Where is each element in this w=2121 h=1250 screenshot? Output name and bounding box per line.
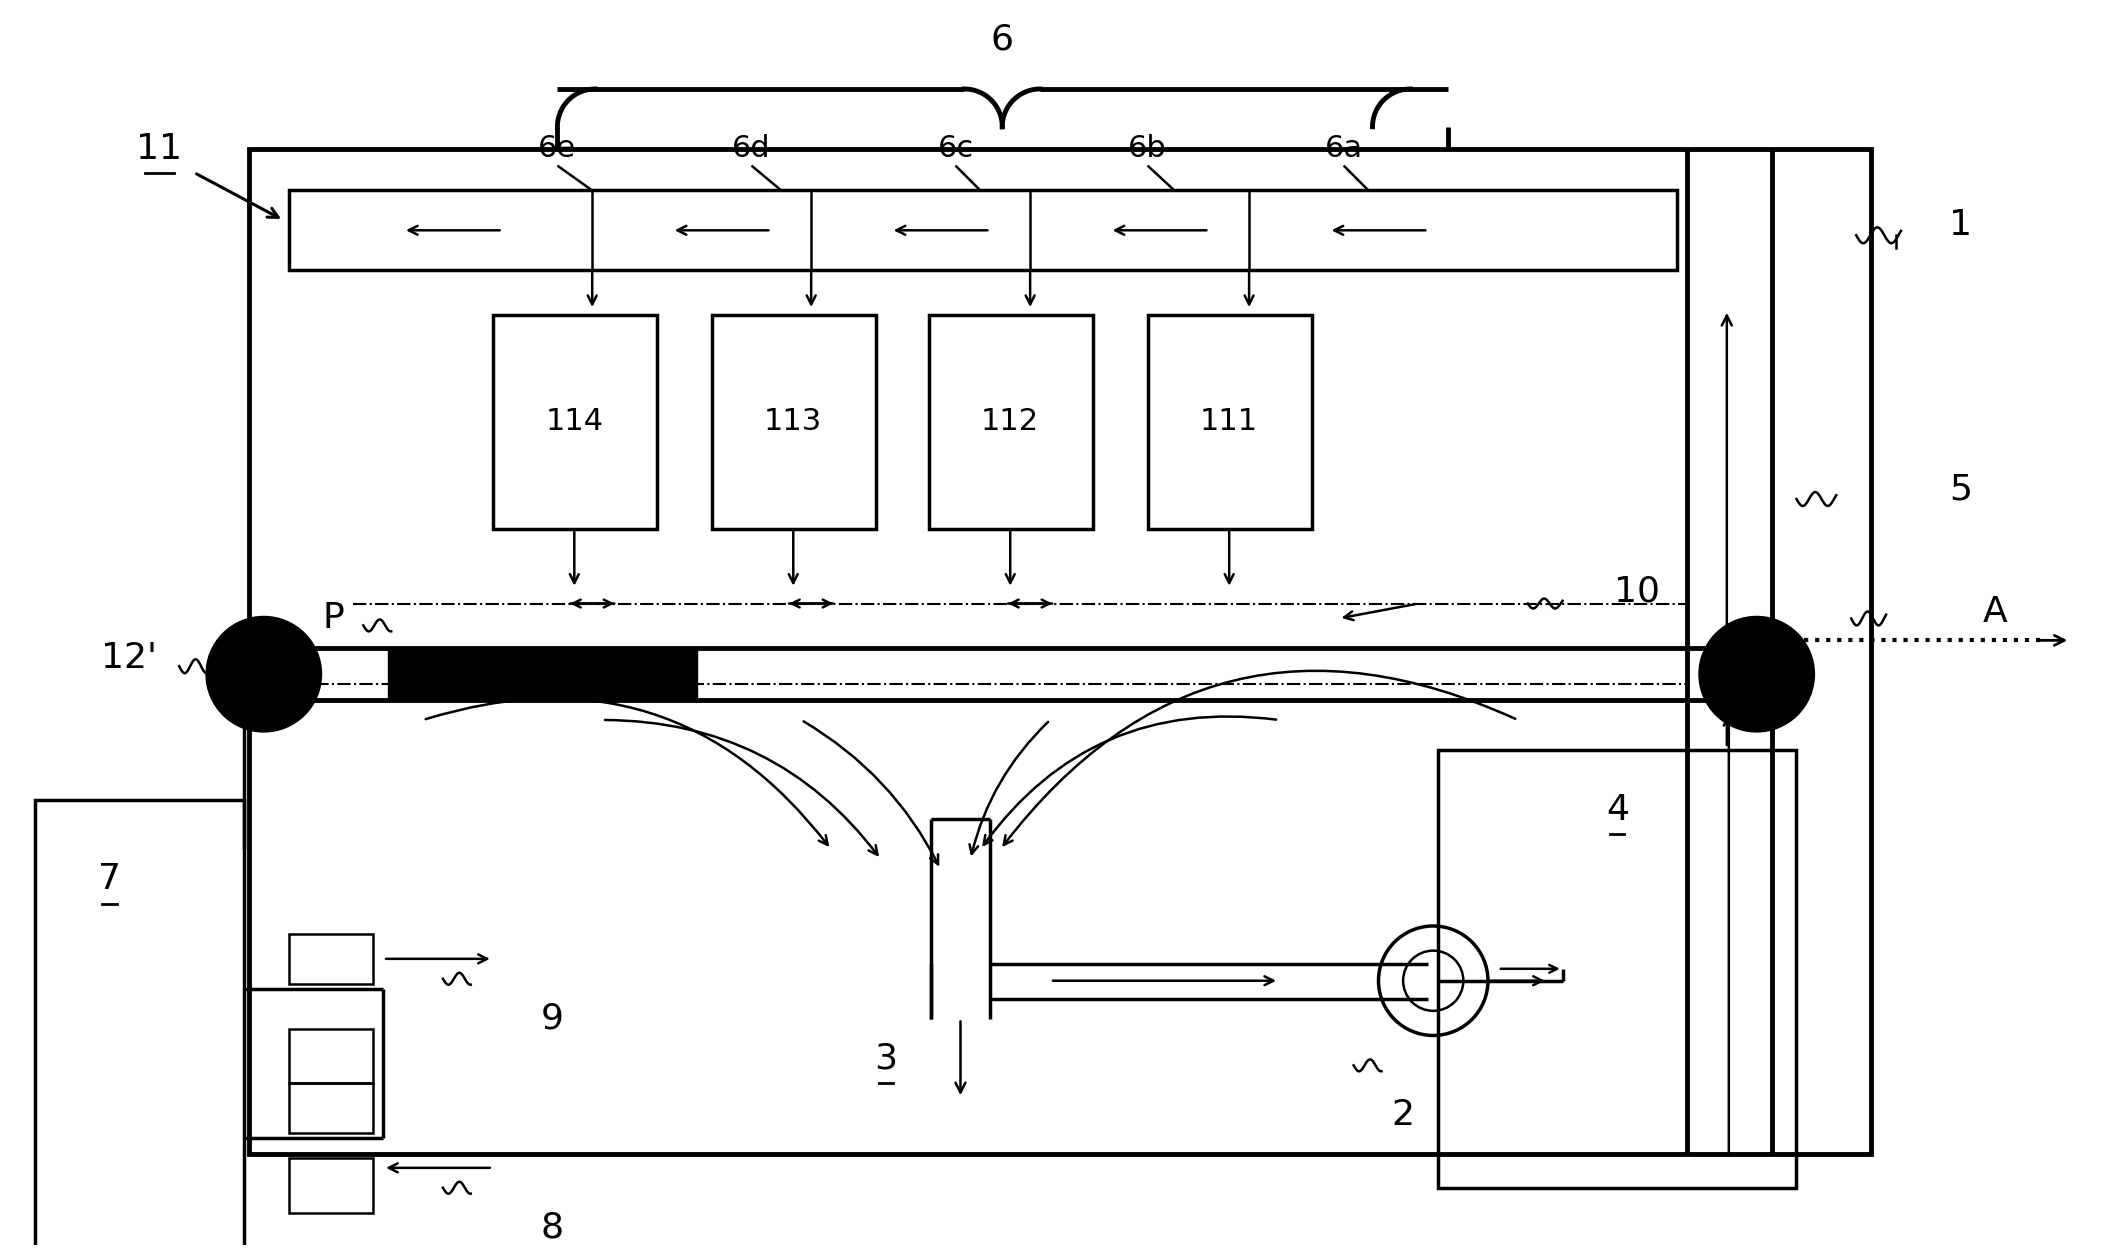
Bar xyxy=(713,315,876,529)
Bar xyxy=(288,190,1678,270)
Bar xyxy=(248,149,1871,1154)
Bar xyxy=(288,1084,373,1132)
Bar xyxy=(288,1029,373,1084)
Text: A: A xyxy=(1983,595,2009,630)
Bar xyxy=(1438,750,1796,1188)
Circle shape xyxy=(206,616,322,732)
Bar xyxy=(492,315,658,529)
Text: 9: 9 xyxy=(541,1001,564,1035)
Bar xyxy=(929,315,1092,529)
Bar xyxy=(1147,315,1311,529)
Bar xyxy=(388,649,696,700)
Bar xyxy=(288,1158,373,1212)
Text: P: P xyxy=(322,601,344,635)
Text: 6a: 6a xyxy=(1326,134,1362,164)
Text: 3: 3 xyxy=(874,1041,897,1075)
Text: 112: 112 xyxy=(982,408,1039,436)
Text: 10: 10 xyxy=(1614,575,1661,609)
Text: 114: 114 xyxy=(545,408,602,436)
Text: 8: 8 xyxy=(541,1210,564,1245)
Text: 12': 12' xyxy=(102,641,157,675)
Text: 6e: 6e xyxy=(539,134,577,164)
Text: 5: 5 xyxy=(1949,472,1973,506)
Text: 7: 7 xyxy=(98,862,121,896)
Text: 6c: 6c xyxy=(937,134,974,164)
Text: 111: 111 xyxy=(1200,408,1258,436)
Bar xyxy=(34,800,244,1248)
Text: 6d: 6d xyxy=(732,134,770,164)
Text: 4: 4 xyxy=(1606,792,1629,826)
Bar xyxy=(288,934,373,984)
Text: 6: 6 xyxy=(991,22,1014,56)
Text: 11: 11 xyxy=(136,131,182,166)
Circle shape xyxy=(1699,616,1813,732)
Text: 1: 1 xyxy=(1949,209,1973,242)
Text: 6b: 6b xyxy=(1128,134,1167,164)
Text: 113: 113 xyxy=(764,408,823,436)
Text: 2: 2 xyxy=(1391,1098,1415,1132)
